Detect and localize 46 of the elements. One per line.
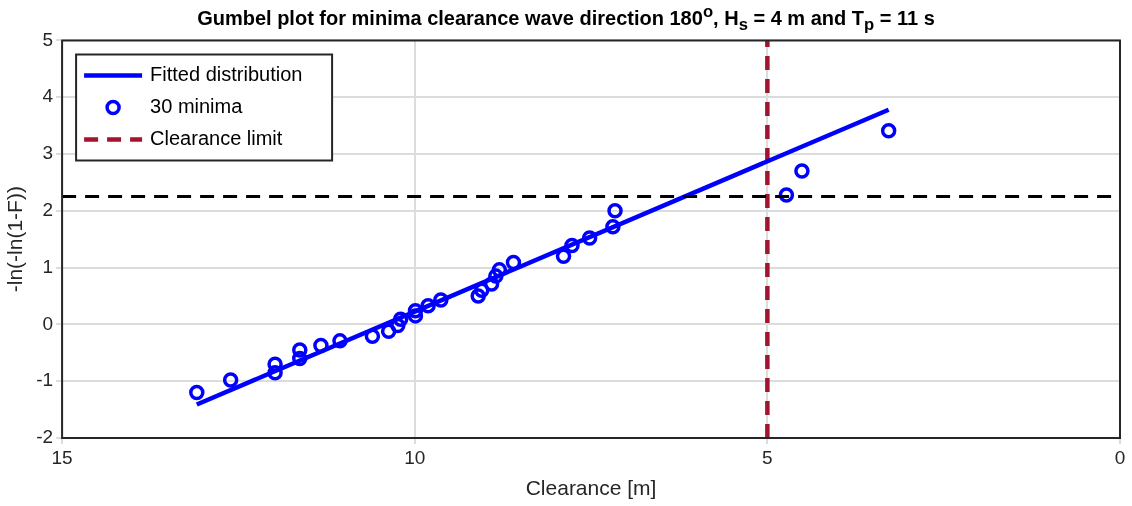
x-tick-label: 5 xyxy=(762,446,773,468)
legend-label: 30 minima xyxy=(150,94,244,117)
point xyxy=(505,254,522,271)
point xyxy=(880,122,897,139)
point xyxy=(473,282,490,299)
legend-label: Fitted distribution xyxy=(150,62,303,85)
point xyxy=(607,203,623,219)
point xyxy=(380,323,397,339)
y-tick-label: 3 xyxy=(42,142,54,164)
x-tick-label: 10 xyxy=(404,446,426,468)
point xyxy=(332,333,348,349)
point xyxy=(364,328,381,345)
point xyxy=(407,308,424,324)
y-tick-label: 5 xyxy=(42,28,54,50)
point xyxy=(555,248,572,264)
x-axis-title: Clearance [m] xyxy=(525,476,657,500)
point xyxy=(407,303,424,319)
y-axis-title: -ln(-ln(1-F)) xyxy=(3,186,27,293)
point xyxy=(488,268,504,284)
x-tick-label: 15 xyxy=(51,446,73,468)
y-tick-label: 1 xyxy=(42,255,54,277)
y-tick-label: -1 xyxy=(36,369,54,391)
y-tick-label: -2 xyxy=(36,426,54,448)
point xyxy=(392,311,409,328)
chart-title: Gumbel plot for minima clearance wave direction 180$^{o}$, H$_{s}$ = 4 m and T$_{p}$ = 11 s xyxy=(197,2,935,34)
point xyxy=(292,350,308,367)
y-tick-label: 0 xyxy=(42,312,54,334)
point xyxy=(605,218,621,235)
point xyxy=(794,163,810,179)
point xyxy=(292,342,308,358)
point xyxy=(564,237,580,254)
y-tick-label: 4 xyxy=(42,85,54,107)
point xyxy=(433,292,449,308)
point xyxy=(267,364,283,381)
point xyxy=(470,288,486,304)
point xyxy=(778,187,795,203)
point xyxy=(189,384,205,401)
legend-label: Clearance limit xyxy=(150,126,283,149)
y-tick-label: 2 xyxy=(42,199,54,221)
x-tick-label: 0 xyxy=(1114,446,1126,468)
point xyxy=(581,230,598,246)
point xyxy=(313,337,329,354)
point xyxy=(222,372,239,388)
point xyxy=(267,356,283,372)
point xyxy=(420,297,436,314)
point xyxy=(491,262,508,278)
